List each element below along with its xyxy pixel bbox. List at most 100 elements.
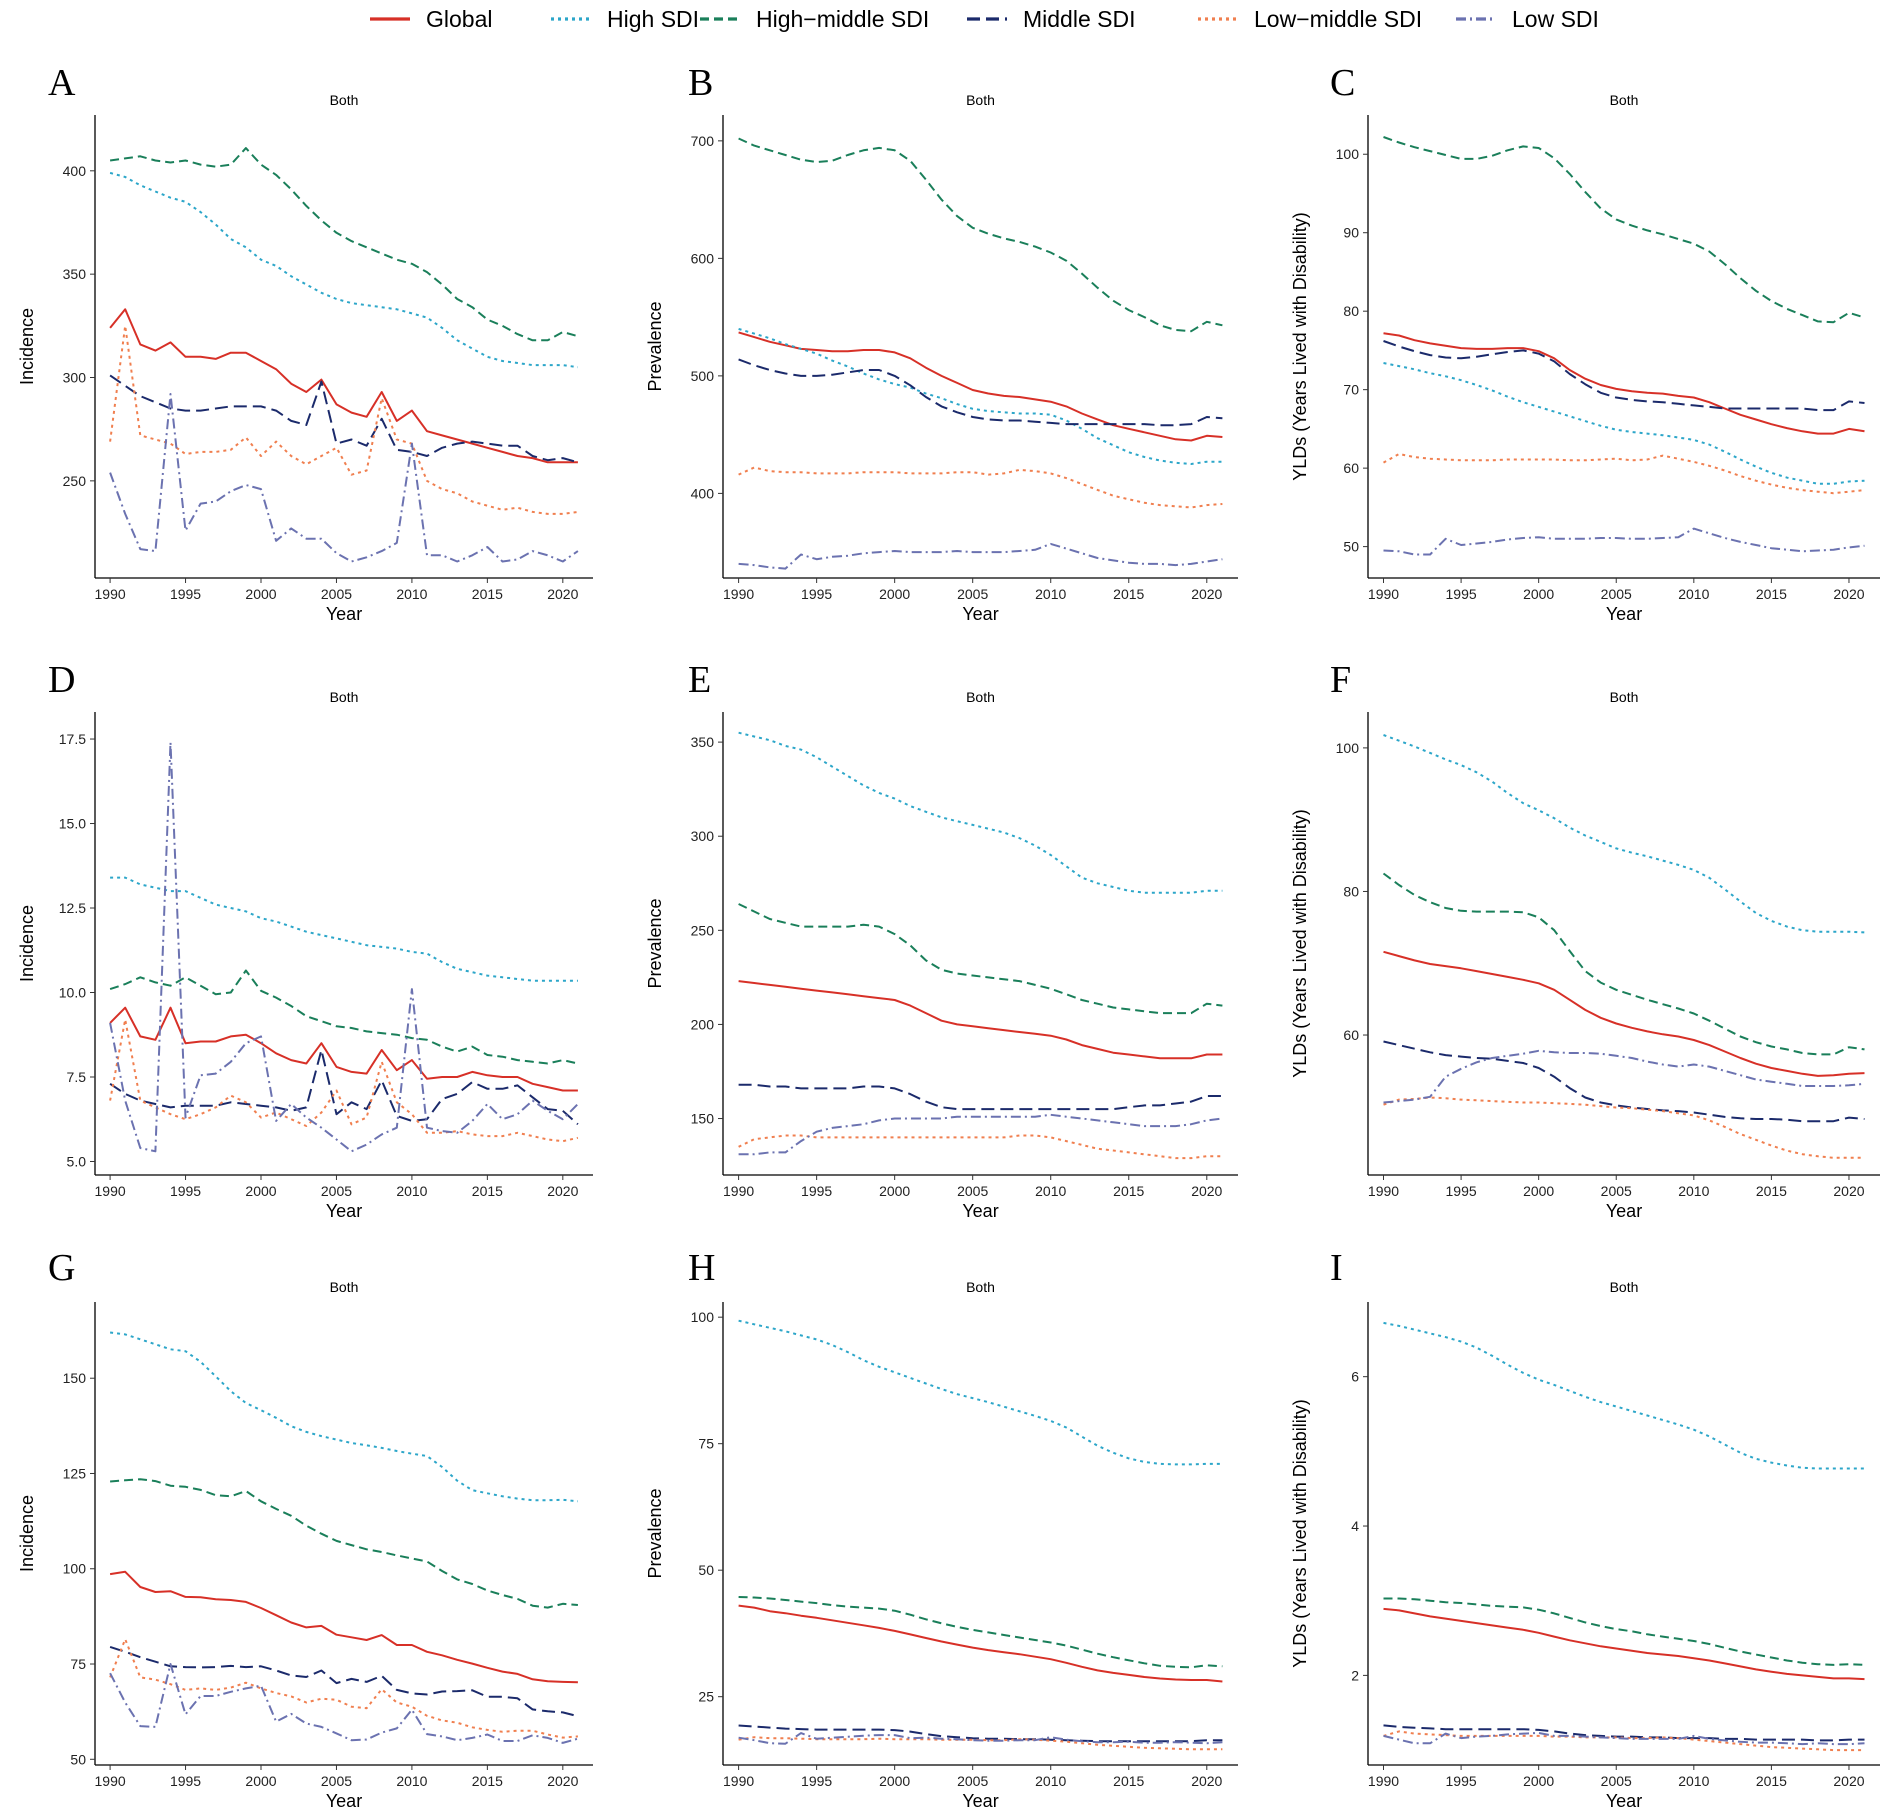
y-tick-label: 25 xyxy=(698,1689,714,1705)
x-tick-label: 2020 xyxy=(1191,1183,1222,1199)
y-tick-label: 60 xyxy=(1343,460,1359,476)
x-tick-label: 1990 xyxy=(95,1773,126,1789)
y-tick-label: 250 xyxy=(691,922,715,938)
x-tick-label: 2000 xyxy=(879,586,910,602)
x-tick-label: 1995 xyxy=(801,1183,832,1199)
series-line-global xyxy=(738,980,1223,1060)
x-tick-label: 2005 xyxy=(957,1183,988,1199)
y-tick-label: 5.0 xyxy=(67,1153,87,1169)
x-tick-label: 2000 xyxy=(879,1773,910,1789)
series-line-high-middle-sdi xyxy=(1382,872,1865,1056)
x-tick-label: 1990 xyxy=(723,1773,754,1789)
x-tick-label: 1995 xyxy=(1446,586,1477,602)
series-line-high-sdi xyxy=(109,171,579,369)
y-tick-label: 4 xyxy=(1351,1518,1359,1534)
x-tick-label: 2010 xyxy=(1035,1773,1066,1789)
series-line-middle-sdi xyxy=(738,1724,1223,1743)
series-line-high-middle-sdi xyxy=(1383,136,1865,324)
x-tick-label: 2015 xyxy=(1113,586,1144,602)
x-tick-label: 2010 xyxy=(396,586,427,602)
y-tick-label: 500 xyxy=(691,368,715,384)
series-line-global xyxy=(1383,950,1865,1077)
y-tick-label: 700 xyxy=(691,133,715,149)
x-tick-label: 2010 xyxy=(396,1183,427,1199)
series-line-high-sdi xyxy=(110,876,578,982)
panel-letter: A xyxy=(48,62,76,104)
x-tick-label: 2000 xyxy=(245,586,276,602)
panel-h: H Both 1990 1995 2000 2005 2010 2015 2020 25 50 75 1… xyxy=(645,1247,1238,1811)
y-axis-label: YLDs (Years Lived with Disability) xyxy=(1290,1399,1310,1667)
x-axis-label: Year xyxy=(326,604,362,624)
series-line-low-middle-sdi xyxy=(738,466,1223,509)
series-line-high-middle-sdi xyxy=(110,1478,578,1609)
x-tick-label: 2020 xyxy=(1833,1773,1864,1789)
x-tick-label: 2010 xyxy=(1678,1183,1709,1199)
series-line-high-middle-sdi xyxy=(1383,1597,1865,1666)
y-tick-label: 50 xyxy=(1343,539,1359,555)
x-axis-label: Year xyxy=(1606,1201,1642,1221)
x-tick-label: 2005 xyxy=(957,586,988,602)
y-tick-label: 90 xyxy=(1343,225,1359,241)
x-tick-label: 2015 xyxy=(472,586,503,602)
y-tick-label: 300 xyxy=(63,370,87,386)
x-tick-label: 1995 xyxy=(170,1773,201,1789)
series-line-high-middle-sdi xyxy=(738,903,1223,1015)
x-tick-label: 2000 xyxy=(1523,1183,1554,1199)
y-tick-label: 75 xyxy=(698,1436,714,1452)
x-tick-label: 1995 xyxy=(801,1773,832,1789)
series-line-low-middle-sdi xyxy=(1383,453,1865,495)
facet-title: Both xyxy=(330,689,359,705)
series-line-high-middle-sdi xyxy=(109,969,579,1065)
y-tick-label: 80 xyxy=(1343,303,1359,319)
series-line-low-middle-sdi xyxy=(109,324,579,515)
series-line-low-sdi xyxy=(109,393,579,563)
y-tick-label: 150 xyxy=(63,1370,87,1386)
x-tick-label: 1995 xyxy=(801,586,832,602)
legend-label-high-sdi: High SDI xyxy=(607,6,699,32)
y-axis-label: Incidence xyxy=(17,905,37,982)
series-line-low-sdi xyxy=(738,542,1223,570)
series-line-low-sdi xyxy=(109,741,579,1153)
series-line-middle-sdi xyxy=(1383,1040,1865,1123)
panel-a: A Both 1990 1995 2000 2005 2010 2015 2020 250 300 3… xyxy=(17,62,593,624)
series-line-global xyxy=(109,308,578,464)
x-axis-label: Year xyxy=(962,1201,998,1221)
series-line-low-middle-sdi xyxy=(109,1018,579,1143)
y-tick-label: 400 xyxy=(691,485,715,501)
y-axis-label: Prevalence xyxy=(645,898,665,988)
y-axis-label: Incidence xyxy=(17,308,37,385)
facet-title: Both xyxy=(1610,1279,1639,1295)
x-tick-label: 2000 xyxy=(879,1183,910,1199)
series-line-middle-sdi xyxy=(738,1083,1223,1111)
x-tick-label: 2020 xyxy=(1191,1773,1222,1789)
x-axis-label: Year xyxy=(962,604,998,624)
x-axis-label: Year xyxy=(1606,1791,1642,1811)
x-tick-label: 2010 xyxy=(1035,1183,1066,1199)
x-tick-label: 2000 xyxy=(1523,1773,1554,1789)
y-tick-label: 50 xyxy=(698,1562,714,1578)
panel-e: E Both 1990 1995 2000 2005 2010 2015 2020 150 200 2… xyxy=(645,659,1238,1221)
y-tick-label: 350 xyxy=(691,734,715,750)
panel-b: B Both 1990 1995 2000 2005 2010 2015 2020 400 500 6… xyxy=(645,62,1238,624)
panel-d: D Both 1990 1995 2000 2005 2010 2015 2020 5.0 7.5 1… xyxy=(17,659,593,1221)
x-tick-label: 2010 xyxy=(1678,1773,1709,1789)
series-line-high-middle-sdi xyxy=(738,137,1223,333)
legend-label-low-middle-sdi: Low−middle SDI xyxy=(1254,6,1422,32)
series-line-middle-sdi xyxy=(738,358,1223,427)
series-line-middle-sdi xyxy=(1383,1724,1865,1742)
x-tick-label: 2020 xyxy=(1191,586,1222,602)
x-tick-label: 1990 xyxy=(95,586,126,602)
series-line-low-sdi xyxy=(1383,527,1865,556)
y-tick-label: 60 xyxy=(1343,1027,1359,1043)
y-tick-label: 150 xyxy=(691,1111,715,1127)
series-line-high-middle-sdi xyxy=(738,1596,1223,1669)
x-axis-label: Year xyxy=(962,1791,998,1811)
x-tick-label: 1995 xyxy=(170,586,201,602)
series-line-high-sdi xyxy=(1383,1321,1865,1470)
x-axis-label: Year xyxy=(326,1791,362,1811)
series-line-global xyxy=(1383,332,1865,435)
x-tick-label: 2000 xyxy=(1523,586,1554,602)
y-axis-label: YLDs (Years Lived with Disability) xyxy=(1290,212,1310,480)
y-tick-label: 2 xyxy=(1351,1667,1359,1683)
series-line-high-sdi xyxy=(738,1319,1223,1466)
